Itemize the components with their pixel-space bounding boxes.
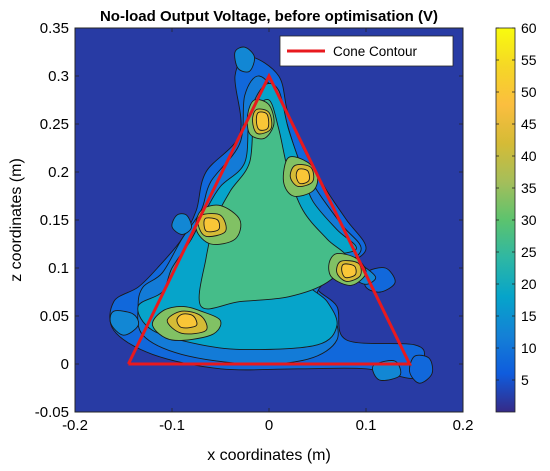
colorbar-tick-label: 60	[521, 20, 537, 36]
legend: Cone Contour	[279, 35, 454, 67]
y-tick-label: -0.05	[35, 404, 69, 421]
contour-level-13-region-7	[171, 213, 192, 235]
contour-level-13-region-4	[109, 310, 140, 336]
y-axis: -0.05 0 0.05 0.1 0.15 0.2 0.25 0.3 0.35	[35, 20, 463, 421]
contour-level-13-region-6	[371, 360, 402, 381]
colorbar-tick-label: 55	[521, 52, 537, 68]
x-tick-label: 0	[265, 417, 273, 434]
y-tick-label: 0.1	[48, 260, 69, 277]
colorbar-ticks: 5 10 15 20 25 30 35 40 45 50 55 60	[496, 20, 537, 388]
y-tick-label: 0.35	[40, 20, 69, 37]
y-tick-label: 0	[61, 356, 69, 373]
colorbar: 5 10 15 20 25 30 35 40 45 50 55 60	[495, 20, 537, 413]
colorbar-tick-label: 15	[521, 308, 537, 324]
contour-level-50-region-24	[341, 263, 357, 279]
contour-level-13-region-8	[234, 46, 256, 73]
y-tick-label: 0.15	[40, 212, 69, 229]
y-tick-label: 0.2	[48, 164, 69, 181]
contour-level-50-region-25	[255, 111, 270, 131]
colorbar-tick-label: 5	[521, 372, 529, 388]
x-tick-label: -0.2	[62, 417, 88, 434]
x-axis-label: x coordinates (m)	[207, 447, 331, 464]
colorbar-tick-label: 45	[521, 116, 537, 132]
contour-level-50-region-22	[203, 217, 221, 233]
contour-level-50-region-23	[295, 168, 310, 185]
x-tick-label: 0.2	[453, 417, 474, 434]
colorbar-tick-label: 10	[521, 340, 537, 356]
colorbar-tick-label: 35	[521, 180, 537, 196]
contour-level-27-region-10	[198, 99, 348, 310]
colorbar-tick-label: 50	[521, 84, 537, 100]
contour-level-8-region-1	[409, 354, 434, 384]
contour-field	[109, 46, 434, 384]
x-axis: -0.2 -0.1 0 0.1 0.2	[62, 28, 473, 434]
y-tick-label: 0.05	[40, 308, 69, 325]
colorbar-tick-label: 25	[521, 244, 537, 260]
y-tick-label: 0.25	[40, 116, 69, 133]
contour-level-50-region-21	[176, 313, 198, 329]
chart-title: No-load Output Voltage, before optimisat…	[100, 8, 438, 25]
colorbar-tick-label: 40	[521, 148, 537, 164]
y-tick-label: 0.3	[48, 68, 69, 85]
colorbar-tick-label: 30	[521, 212, 537, 228]
series-line-cone-contour	[127, 72, 413, 366]
x-tick-label: -0.1	[159, 417, 185, 434]
legend-label-cone-contour: Cone Contour	[333, 44, 418, 59]
x-tick-label: 0.1	[356, 417, 377, 434]
series-layer	[127, 72, 413, 366]
colorbar-tick-label: 20	[521, 276, 537, 292]
y-axis-label: z coordinates (m)	[8, 158, 25, 282]
